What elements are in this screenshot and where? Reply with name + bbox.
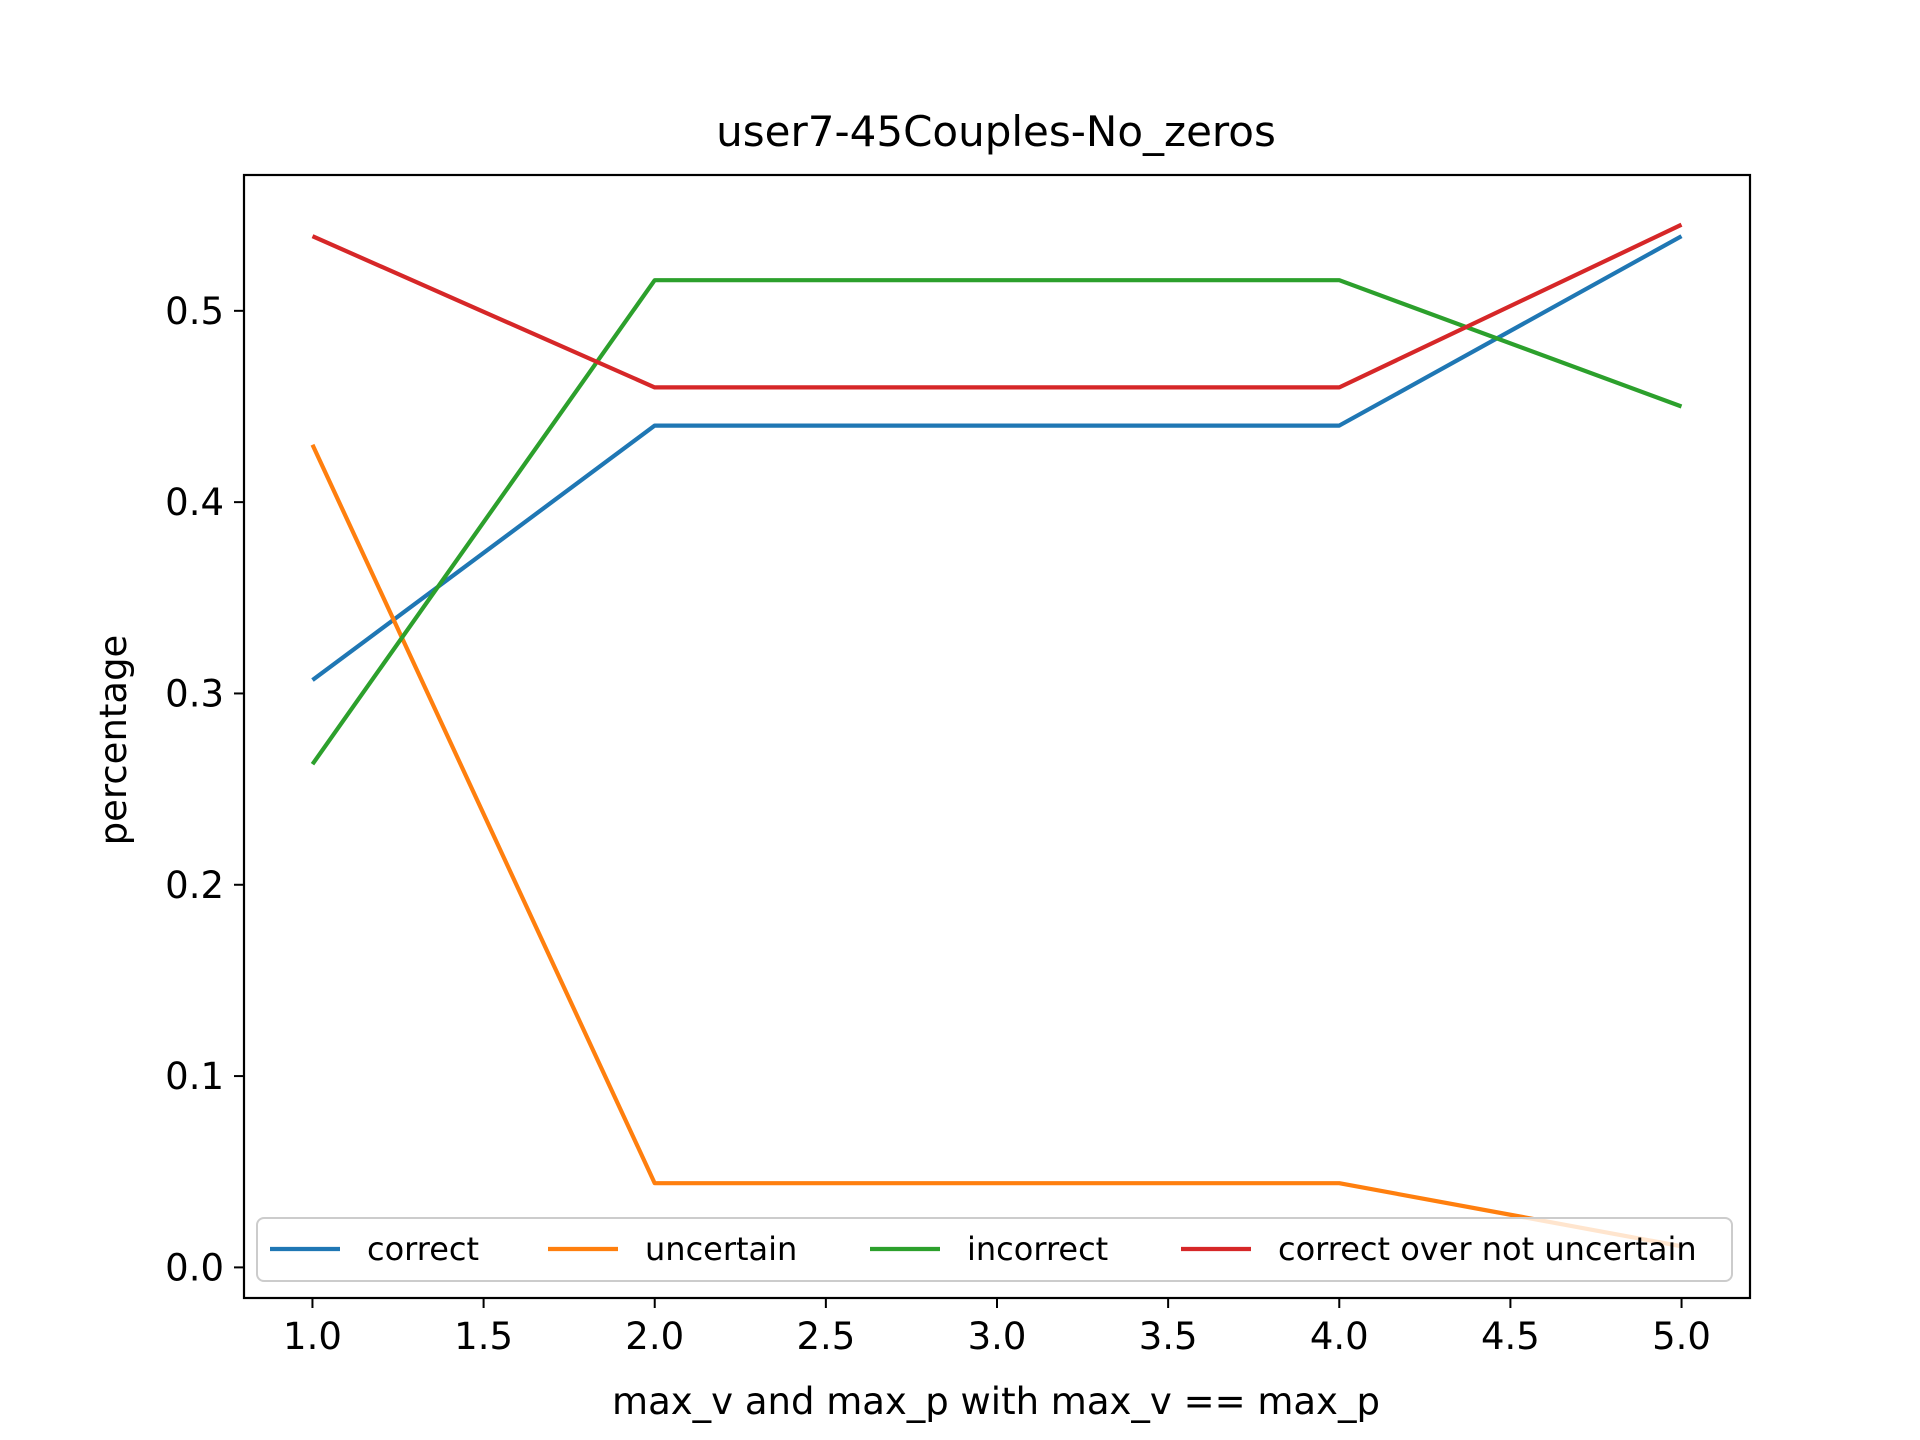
plot-frame xyxy=(242,173,1752,1300)
x-tick-label: 2.5 xyxy=(796,1315,855,1358)
series-line-correct-over-not-uncertain xyxy=(311,222,1683,390)
series-line-incorrect xyxy=(310,278,1683,766)
y-tick-label: 0.4 xyxy=(165,481,224,524)
y-tick-label: 0.0 xyxy=(165,1246,224,1289)
legend-box xyxy=(256,1217,1733,1282)
y-tick-label: 0.3 xyxy=(165,672,224,715)
series-line-correct xyxy=(311,234,1683,682)
chart-title: user7-45Couples-No_zeros xyxy=(716,107,1276,156)
series-line-uncertain xyxy=(310,443,1682,1249)
x-axis-label: max_v and max_p with max_v == max_p xyxy=(612,1380,1380,1423)
legend-label: incorrect xyxy=(967,1230,1108,1268)
legend-label: correct over not uncertain xyxy=(1278,1230,1697,1268)
legend: correct uncertain incorrect correct over no… xyxy=(256,1217,1733,1282)
y-tick-label: 0.2 xyxy=(165,864,224,907)
y-tick-label: 0.1 xyxy=(165,1055,224,1098)
x-tick-label: 4.0 xyxy=(1310,1315,1369,1358)
x-tick-label: 5.0 xyxy=(1652,1315,1711,1358)
x-tick-label: 3.5 xyxy=(1139,1315,1198,1358)
y-axis-label: percentage xyxy=(92,635,135,846)
x-tick-label: 2.0 xyxy=(625,1315,684,1358)
x-tick-label: 3.0 xyxy=(968,1315,1027,1358)
legend-label: uncertain xyxy=(645,1230,797,1268)
x-tick-label: 1.5 xyxy=(454,1315,513,1358)
x-tick-label: 1.0 xyxy=(283,1315,342,1358)
x-tick-label: 4.5 xyxy=(1481,1315,1540,1358)
y-tick-label: 0.5 xyxy=(165,290,224,333)
series-layer xyxy=(310,222,1683,1249)
legend-label: correct xyxy=(367,1230,479,1268)
ticks-layer: 1.0 1.5 2.0 2.5 3.0 3.5 4.0 4.5 5.0 0.0 0.1 0.2 0.3 0… xyxy=(165,290,1711,1358)
